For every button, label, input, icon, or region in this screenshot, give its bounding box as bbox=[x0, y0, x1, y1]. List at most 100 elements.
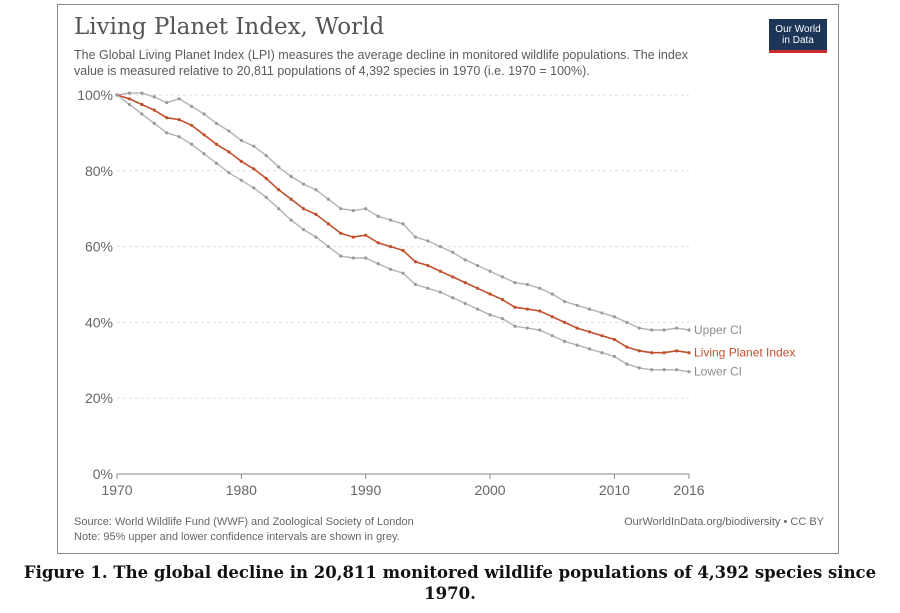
source-note: Source: World Wildlife Fund (WWF) and Zo… bbox=[74, 516, 414, 528]
our-world-in-data-logo[interactable]: Our World in Data bbox=[769, 19, 827, 53]
data-point-living-planet-index bbox=[177, 118, 181, 122]
x-tick-label: 1990 bbox=[350, 482, 381, 498]
data-point-upper-ci bbox=[227, 129, 231, 133]
data-point-lower-ci bbox=[463, 301, 467, 306]
data-point-living-planet-index bbox=[662, 351, 666, 355]
data-point-living-planet-index bbox=[127, 97, 132, 101]
y-tick-label: 100% bbox=[77, 87, 113, 103]
chart-title: Living Planet Index, World bbox=[74, 14, 385, 40]
data-point-lower-ci bbox=[115, 93, 119, 97]
data-point-living-planet-index bbox=[637, 349, 641, 353]
data-point-lower-ci bbox=[438, 290, 442, 294]
data-point-living-planet-index bbox=[364, 233, 368, 237]
data-point-living-planet-index bbox=[339, 231, 343, 235]
y-tick-label: 20% bbox=[85, 390, 113, 406]
data-point-lower-ci bbox=[525, 326, 529, 330]
data-point-upper-ci bbox=[662, 328, 666, 332]
data-point-lower-ci bbox=[152, 121, 156, 126]
data-point-lower-ci bbox=[500, 317, 505, 321]
data-point-lower-ci bbox=[600, 351, 604, 355]
data-point-lower-ci bbox=[488, 313, 492, 317]
data-point-living-planet-index bbox=[277, 188, 281, 192]
data-point-upper-ci bbox=[488, 269, 492, 273]
data-point-lower-ci bbox=[190, 142, 194, 146]
data-point-lower-ci bbox=[625, 362, 629, 366]
data-point-lower-ci bbox=[277, 207, 281, 211]
data-point-upper-ci bbox=[277, 165, 281, 169]
data-point-lower-ci bbox=[376, 262, 380, 266]
data-point-lower-ci bbox=[388, 267, 393, 271]
data-point-upper-ci bbox=[612, 315, 616, 319]
data-point-upper-ci bbox=[214, 121, 219, 126]
data-point-living-planet-index bbox=[625, 345, 629, 349]
data-point-upper-ci bbox=[326, 197, 330, 201]
data-point-living-planet-index bbox=[152, 108, 156, 112]
data-point-living-planet-index bbox=[687, 351, 691, 355]
data-point-upper-ci bbox=[550, 292, 554, 296]
data-point-living-planet-index bbox=[376, 241, 380, 245]
data-point-lower-ci bbox=[687, 370, 691, 374]
data-point-living-planet-index bbox=[214, 142, 219, 146]
data-point-upper-ci bbox=[388, 218, 393, 222]
data-point-upper-ci bbox=[152, 95, 156, 99]
data-point-upper-ci bbox=[339, 207, 343, 211]
series-label-upper-ci: Upper CI bbox=[694, 323, 742, 337]
data-point-living-planet-index bbox=[575, 326, 579, 330]
data-point-living-planet-index bbox=[525, 307, 529, 311]
data-point-upper-ci bbox=[625, 320, 629, 324]
data-point-lower-ci bbox=[476, 307, 480, 311]
data-point-lower-ci bbox=[140, 112, 144, 116]
data-point-lower-ci bbox=[662, 368, 666, 372]
data-point-lower-ci bbox=[314, 235, 318, 239]
figure-frame bbox=[57, 4, 839, 554]
data-point-upper-ci bbox=[264, 154, 268, 158]
data-point-upper-ci bbox=[190, 104, 194, 108]
data-point-living-planet-index bbox=[488, 292, 492, 296]
data-point-living-planet-index bbox=[463, 281, 467, 285]
data-point-lower-ci bbox=[214, 161, 219, 165]
x-tick-label: 2010 bbox=[599, 482, 630, 498]
data-point-living-planet-index bbox=[612, 337, 616, 342]
data-point-lower-ci bbox=[401, 271, 405, 275]
data-point-lower-ci bbox=[563, 339, 567, 343]
data-point-lower-ci bbox=[177, 135, 181, 139]
data-point-living-planet-index bbox=[202, 133, 206, 137]
data-point-upper-ci bbox=[650, 328, 654, 332]
series-label-living-planet-index: Living Planet Index bbox=[694, 346, 795, 360]
data-point-lower-ci bbox=[165, 131, 169, 135]
data-point-upper-ci bbox=[563, 299, 567, 304]
data-point-lower-ci bbox=[127, 102, 132, 107]
data-point-lower-ci bbox=[339, 254, 343, 258]
logo-line-1: Our World bbox=[775, 24, 821, 35]
data-point-upper-ci bbox=[476, 263, 480, 268]
data-point-living-planet-index bbox=[289, 197, 293, 201]
data-point-upper-ci bbox=[438, 245, 442, 249]
data-point-lower-ci bbox=[575, 343, 579, 347]
data-point-upper-ci bbox=[637, 326, 641, 330]
data-point-lower-ci bbox=[326, 245, 330, 249]
data-point-lower-ci bbox=[252, 186, 256, 190]
data-point-living-planet-index bbox=[650, 351, 654, 355]
data-point-lower-ci bbox=[301, 227, 306, 232]
data-point-upper-ci bbox=[252, 144, 256, 148]
data-point-upper-ci bbox=[575, 303, 579, 307]
data-point-upper-ci bbox=[140, 91, 144, 95]
credit-link[interactable]: OurWorldInData.org/biodiversity • CC BY bbox=[624, 516, 824, 528]
data-point-living-planet-index bbox=[538, 309, 542, 313]
data-point-lower-ci bbox=[239, 178, 243, 182]
data-point-living-planet-index bbox=[438, 269, 442, 273]
data-point-upper-ci bbox=[376, 214, 380, 218]
x-tick-label: 2016 bbox=[673, 482, 704, 498]
data-point-lower-ci bbox=[289, 218, 293, 222]
data-point-living-planet-index bbox=[388, 245, 393, 249]
data-point-lower-ci bbox=[587, 347, 592, 351]
x-tick-label: 2000 bbox=[474, 482, 505, 498]
data-point-upper-ci bbox=[401, 222, 405, 226]
data-point-living-planet-index bbox=[476, 286, 480, 290]
data-point-upper-ci bbox=[202, 112, 206, 116]
series-label-lower-ci: Lower CI bbox=[694, 365, 742, 379]
data-point-living-planet-index bbox=[190, 123, 194, 127]
data-point-lower-ci bbox=[426, 286, 430, 290]
data-point-living-planet-index bbox=[264, 176, 268, 180]
